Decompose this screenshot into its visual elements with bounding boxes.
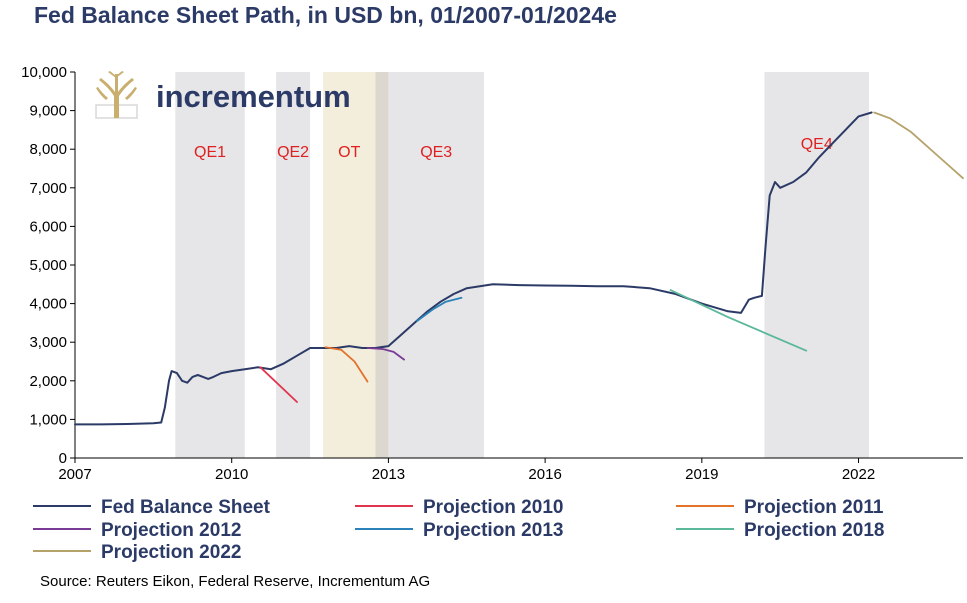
period-labels: QE1 QE2 OT QE3 QE4: [194, 136, 833, 161]
y-tick-label-4000: 4,000: [29, 296, 67, 313]
y-tick-label-9000: 9,000: [29, 103, 67, 120]
x-tick-label-2007: 2007: [58, 466, 91, 483]
band-label-ot: OT: [338, 144, 360, 161]
x-tick-label-2013: 2013: [372, 466, 405, 483]
legend-label-projection-2011: Projection 2011: [744, 497, 884, 518]
legend-label-projection-2010: Projection 2010: [423, 497, 563, 518]
band-label-qe3: QE3: [420, 144, 452, 161]
incrementum-logo: incrementum: [95, 71, 351, 119]
y-tick-label-0: 0: [59, 450, 67, 467]
band-ot: [323, 72, 376, 458]
x-tick-label-2016: 2016: [528, 466, 561, 483]
series-fed-balance-sheet: [74, 111, 873, 426]
series-projection-2012: [366, 347, 406, 361]
series-projection-2018: [669, 289, 808, 352]
band-qe4: [764, 72, 869, 458]
band-label-qe2: QE2: [277, 144, 309, 161]
y-tick-label-5000: 5,000: [29, 257, 67, 274]
band-qe2: [276, 72, 311, 458]
legend-label-projection-2012: Projection 2012: [101, 520, 241, 541]
series-projection-2022: [873, 111, 964, 180]
legend: Fed Balance Sheet Projection 2010 Projecti…: [33, 497, 884, 563]
series-projection-2010: [259, 366, 298, 403]
series-projection-2011: [324, 346, 369, 383]
x-tick-label-2022: 2022: [842, 466, 875, 483]
band-qe3: [388, 72, 485, 458]
band-label-qe1: QE1: [194, 144, 226, 161]
tree-icon: [96, 71, 137, 118]
band-overlap-3: [375, 72, 389, 458]
x-tick-label-2019: 2019: [685, 466, 718, 483]
y-tick-label-6000: 6,000: [29, 218, 67, 235]
x-tick-label-2010: 2010: [215, 466, 248, 483]
legend-label-fed-balance-sheet: Fed Balance Sheet: [101, 497, 271, 518]
y-tick-label-8000: 8,000: [29, 141, 67, 158]
band-qe1: [175, 72, 245, 458]
y-tick-label-10000: 10,000: [21, 64, 67, 81]
legend-label-projection-2018: Projection 2018: [744, 520, 884, 541]
legend-label-projection-2013: Projection 2013: [423, 520, 563, 541]
legend-label-projection-2022: Projection 2022: [101, 542, 241, 563]
chart-title: Fed Balance Sheet Path, in USD bn, 01/20…: [34, 2, 617, 28]
y-tick-label-2000: 2,000: [29, 373, 67, 390]
axes: 0 1,000 2,000 3,000 4,000 5,000 6,000 7,000 8,00…: [21, 64, 963, 483]
source-note: Source: Reuters Eikon, Federal Reserve, …: [40, 573, 431, 590]
shaded-periods: [175, 72, 869, 458]
y-tick-label-7000: 7,000: [29, 180, 67, 197]
logo-wordmark: incrementum: [156, 79, 351, 114]
series-projection-2013: [416, 296, 463, 322]
y-tick-label-1000: 1,000: [29, 411, 67, 428]
y-tick-label-3000: 3,000: [29, 334, 67, 351]
series-lines: [74, 111, 964, 426]
band-label-qe4: QE4: [801, 136, 833, 153]
